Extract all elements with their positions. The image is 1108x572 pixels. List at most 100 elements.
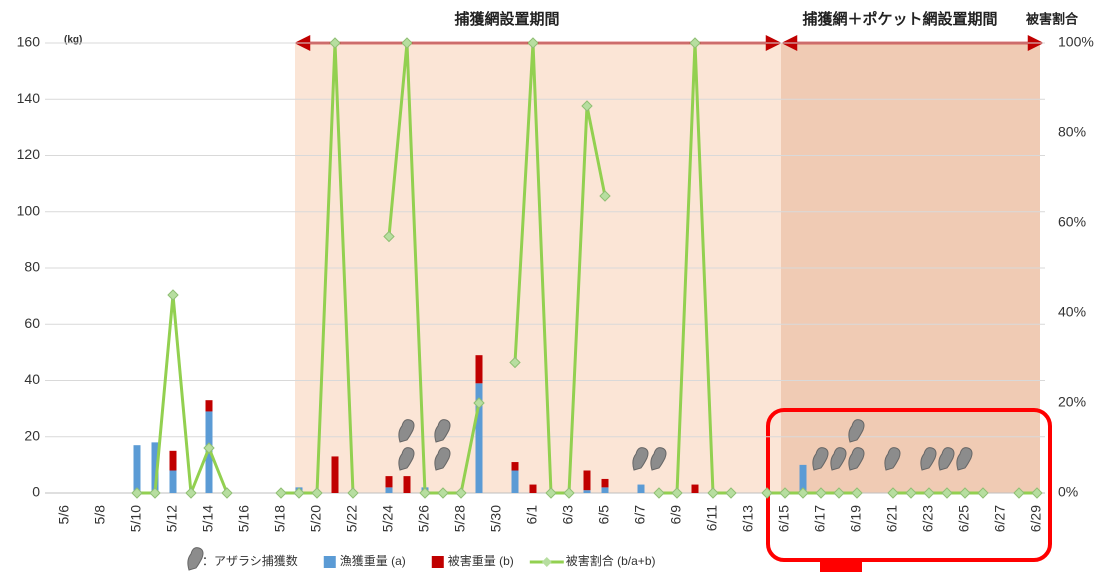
seal-icons [938, 447, 955, 471]
line-marker [977, 487, 989, 499]
bar [529, 484, 537, 493]
seal-icon [920, 447, 937, 471]
y2-tick-label: 80% [1058, 124, 1086, 140]
y2-tick-label: 40% [1058, 304, 1086, 320]
bar [475, 383, 483, 493]
seal-icons [632, 447, 649, 471]
line-marker [653, 487, 665, 499]
line-marker [545, 487, 557, 499]
bar [475, 355, 483, 384]
line-marker [419, 487, 431, 499]
x-tick-label: 6/19 [848, 505, 864, 532]
line-marker [311, 487, 323, 499]
period-label: 捕獲網設置期間 [454, 10, 559, 28]
x-tick-label: 5/12 [164, 505, 180, 532]
x-tick-label: 6/9 [668, 505, 684, 525]
y-tick-label: 100 [17, 202, 41, 218]
bar [583, 470, 591, 491]
x-tick-label: 5/24 [380, 505, 396, 532]
bar [601, 478, 609, 488]
line-marker [293, 487, 305, 499]
seal-icons [830, 447, 847, 471]
bar [511, 470, 519, 493]
period-label: 捕獲網＋ポケット網設置期間 [802, 10, 997, 28]
x-tick-label: 5/16 [236, 505, 252, 532]
x-tick-label: 6/17 [812, 505, 828, 532]
line-marker [941, 487, 953, 499]
line-marker [563, 487, 575, 499]
x-tick-label: 6/11 [704, 505, 720, 531]
x-tick-label: 6/29 [1028, 505, 1044, 532]
seal-icon [632, 447, 649, 471]
x-tick-label: 6/3 [560, 505, 576, 525]
x-tick-label: 6/27 [992, 505, 1008, 532]
line-marker [905, 487, 917, 499]
line-marker [725, 487, 737, 499]
bar [151, 442, 159, 493]
bar [403, 476, 411, 493]
seal-icon [398, 447, 415, 471]
line-marker [815, 487, 827, 499]
seal-icon [650, 447, 667, 471]
bar [601, 487, 609, 493]
seal-icons [650, 447, 667, 471]
seal-icons [848, 419, 865, 471]
seal-icons [920, 447, 937, 471]
y2-axis-label: 被害割合 [1025, 11, 1079, 26]
y-tick-label: 60 [24, 315, 40, 331]
bar [385, 476, 393, 488]
seal-icons [956, 447, 973, 471]
seal-icon [938, 447, 955, 471]
seal-icon [956, 447, 973, 471]
y-tick-label: 0 [32, 484, 40, 500]
x-tick-label: 5/30 [488, 505, 504, 532]
x-tick-label: 6/1 [524, 505, 540, 525]
legend-swatch [541, 557, 552, 567]
line-marker [671, 487, 683, 499]
bar [205, 400, 213, 412]
seal-icons [884, 447, 901, 471]
seal-icon [812, 447, 829, 471]
line-marker [275, 487, 287, 499]
line-marker [473, 397, 485, 409]
bar [799, 464, 807, 493]
bar [583, 490, 591, 493]
y2-tick-label: 60% [1058, 214, 1086, 230]
highlight-arrow [820, 560, 862, 572]
x-tick-label: 5/20 [308, 505, 324, 532]
x-tick-label: 5/6 [56, 505, 72, 525]
x-tick-label: 6/15 [776, 505, 792, 532]
line-marker [923, 487, 935, 499]
seal-icon [848, 447, 865, 471]
line-marker [1013, 487, 1025, 499]
line-marker [383, 230, 395, 243]
y2-tick-label: 0% [1058, 484, 1078, 500]
bar [691, 484, 699, 493]
line-marker [959, 487, 971, 499]
y2-tick-label: 100% [1058, 34, 1094, 50]
line-marker [527, 37, 539, 49]
legend-icon [187, 547, 204, 571]
x-tick-label: 5/18 [272, 505, 288, 532]
x-tick-label: 6/23 [920, 505, 936, 532]
line-marker [761, 487, 773, 499]
seal-icons [398, 419, 415, 471]
bar [169, 470, 177, 493]
x-tick-label: 5/10 [128, 505, 144, 532]
line-marker [131, 487, 143, 499]
bar [133, 445, 141, 493]
line-marker [599, 190, 611, 202]
bar [385, 487, 393, 493]
line-marker [437, 487, 449, 499]
x-tick-label: 5/8 [92, 505, 108, 525]
line-marker [329, 37, 341, 49]
x-tick-label: 5/22 [344, 505, 360, 532]
x-tick-label: 6/5 [596, 505, 612, 525]
highlight-box [766, 408, 1052, 562]
bar [331, 456, 339, 493]
x-tick-label: 5/26 [416, 505, 432, 532]
line-marker [689, 37, 701, 49]
line-marker [1031, 487, 1043, 499]
y-tick-label: 40 [24, 371, 40, 387]
